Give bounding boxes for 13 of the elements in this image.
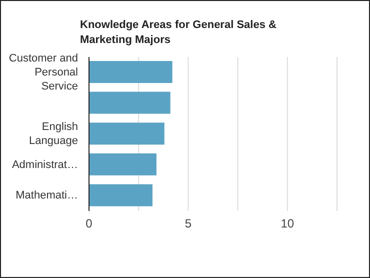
- bar: [89, 122, 164, 145]
- bar: [89, 153, 156, 176]
- x-tick-label: 5: [184, 216, 192, 231]
- x-tick-label: 0: [86, 216, 93, 231]
- chart-title: Knowledge Areas for General Sales & Marketing Majors: [80, 18, 278, 48]
- bar: [89, 184, 152, 206]
- y-tick-label: English Language: [29, 121, 78, 147]
- bar: [89, 61, 172, 83]
- y-tick-label: Mathemati…: [16, 190, 78, 202]
- y-tick-label: Administrat…: [12, 158, 78, 171]
- x-tick-label: 10: [280, 216, 294, 231]
- bar: [89, 92, 170, 114]
- y-tick-label: Customer and Personal Service: [8, 52, 78, 92]
